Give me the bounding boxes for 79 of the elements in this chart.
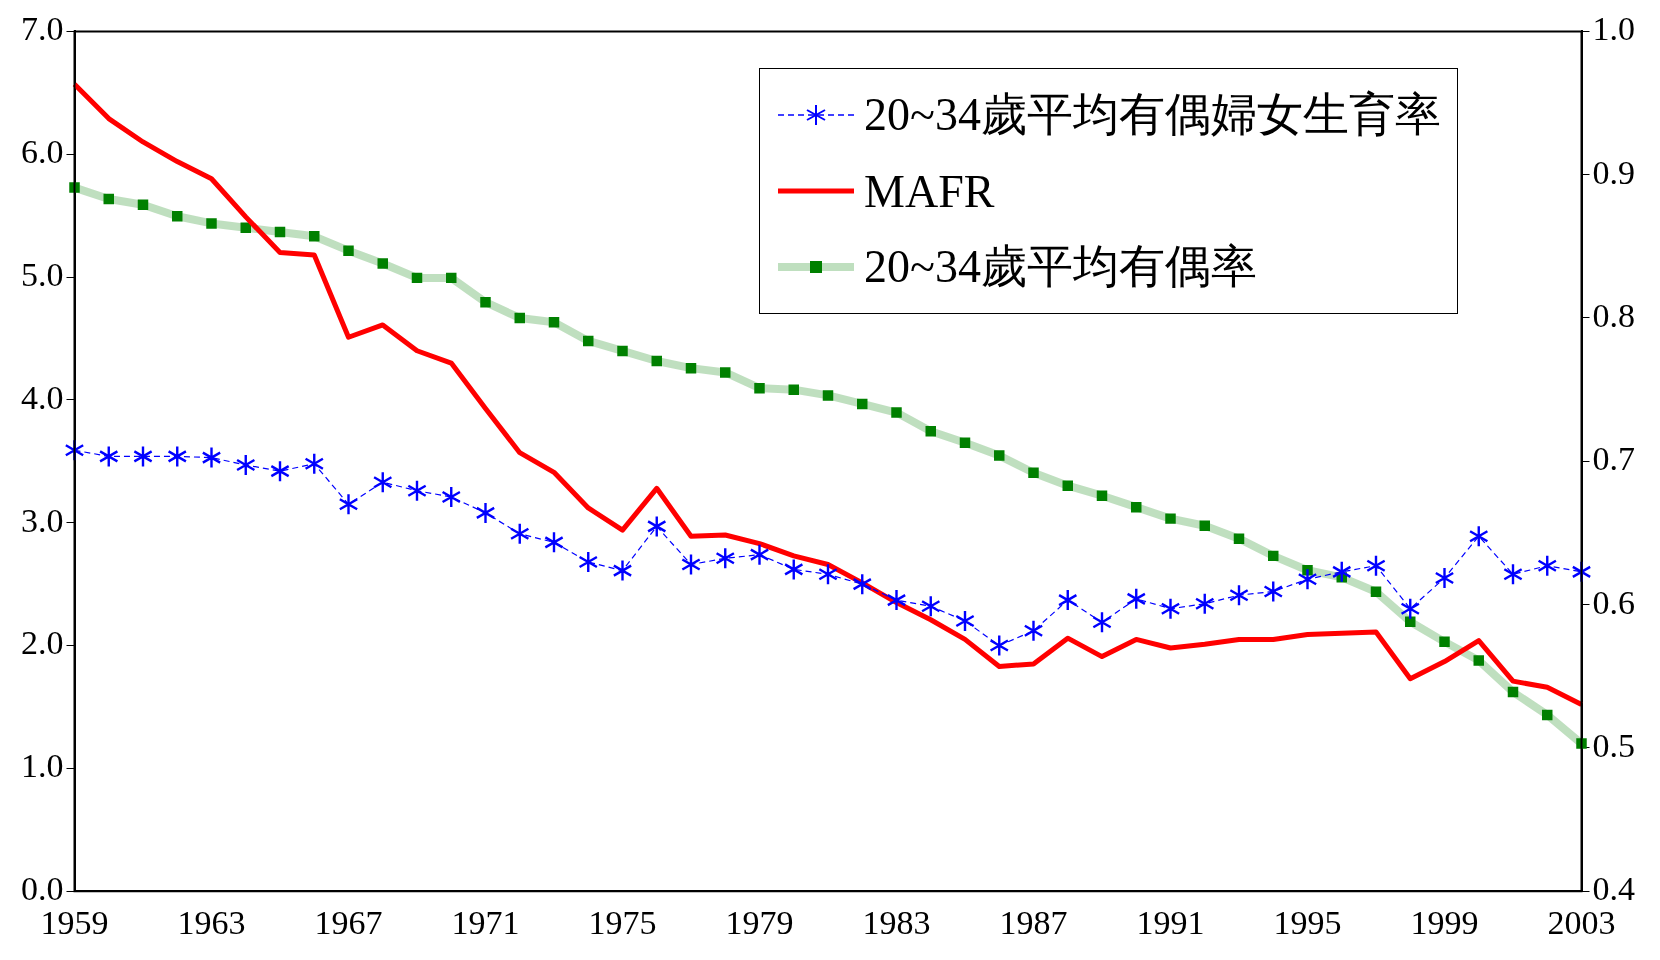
point	[480, 296, 491, 308]
point	[887, 590, 906, 611]
y2-tick-label: 1.0	[1592, 10, 1635, 48]
x-tick-label: 1983	[862, 903, 931, 941]
point	[1435, 567, 1454, 588]
point	[613, 560, 632, 581]
point	[1161, 598, 1180, 619]
point	[137, 199, 149, 211]
point	[959, 437, 971, 448]
x-tick-label: 1975	[588, 903, 657, 941]
point	[446, 272, 457, 284]
y2-tick-label: 0.8	[1592, 296, 1635, 334]
point	[103, 193, 114, 205]
point	[1024, 620, 1043, 641]
point	[514, 312, 525, 324]
point	[1268, 550, 1279, 562]
point	[309, 231, 320, 242]
x-tick-label: 1963	[177, 903, 246, 941]
legend-label: 20~34歲平均有偶婦女生育率	[864, 88, 1441, 142]
y2-tick-label: 0.5	[1592, 726, 1635, 764]
x-tick-label: 1987	[999, 903, 1068, 941]
point	[857, 398, 868, 410]
point	[1576, 738, 1587, 749]
point	[548, 317, 560, 328]
point	[411, 272, 423, 284]
point	[1165, 513, 1176, 524]
point	[1062, 480, 1073, 491]
x-tick-label: 1971	[451, 903, 520, 941]
x-tick-label: 1999	[1410, 903, 1479, 941]
point	[1370, 586, 1382, 597]
y-tick-label: 6.0	[21, 133, 64, 171]
point	[1405, 616, 1416, 628]
point	[476, 502, 495, 523]
y2-tick-label: 0.6	[1592, 583, 1635, 621]
point	[172, 211, 183, 222]
point	[994, 450, 1005, 461]
point	[891, 407, 902, 418]
y-tick-label: 1.0	[21, 747, 64, 785]
x-tick-label: 1967	[314, 903, 383, 941]
point	[720, 367, 731, 378]
point	[343, 245, 354, 256]
y-tick-label: 7.0	[21, 10, 64, 48]
point	[617, 345, 628, 357]
y-tick-label: 4.0	[21, 378, 64, 416]
y-tick-label: 3.0	[21, 501, 64, 539]
point	[685, 362, 697, 374]
point	[1199, 520, 1210, 532]
point	[750, 544, 769, 565]
y2-tick-label: 0.9	[1592, 153, 1635, 191]
legend-label: MAFR	[864, 164, 995, 218]
point	[1298, 569, 1317, 590]
point	[377, 258, 388, 269]
point	[925, 425, 936, 437]
point	[1542, 709, 1553, 721]
point	[1507, 686, 1519, 698]
point	[583, 335, 594, 347]
point	[1096, 490, 1108, 501]
point	[1233, 533, 1245, 544]
point	[1028, 467, 1039, 479]
y2-tick-label: 0.7	[1592, 440, 1635, 478]
point	[651, 355, 662, 367]
point	[339, 494, 358, 515]
y-tick-label: 5.0	[21, 255, 64, 293]
point	[788, 384, 799, 395]
point	[1439, 636, 1450, 648]
point	[1473, 655, 1484, 666]
point	[822, 390, 834, 401]
point	[274, 226, 286, 238]
point	[206, 218, 217, 229]
x-tick-label: 1995	[1273, 903, 1342, 941]
point	[202, 447, 221, 468]
y-tick-label: 2.0	[21, 624, 64, 662]
point	[1131, 501, 1142, 513]
x-tick-label: 1979	[725, 903, 794, 941]
point	[69, 182, 80, 193]
point	[754, 382, 765, 394]
legend-label: 20~34歲平均有偶率	[864, 240, 1257, 294]
point	[240, 222, 251, 233]
x-tick-label: 1991	[1136, 903, 1205, 941]
